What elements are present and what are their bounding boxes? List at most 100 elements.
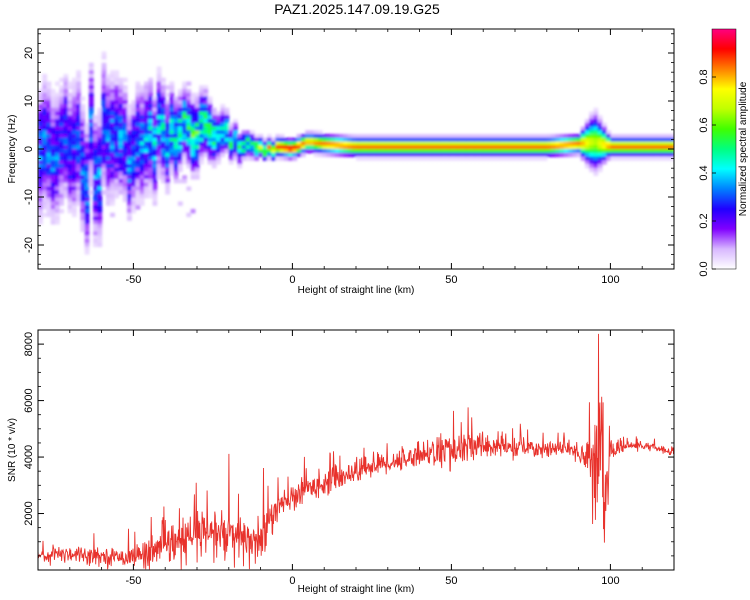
spectrogram-cell <box>71 164 77 169</box>
spectrogram-cell <box>220 152 226 158</box>
spectrogram-cell <box>453 145 459 150</box>
spectrogram-cell <box>233 119 238 124</box>
spectrogram-cell <box>245 130 251 135</box>
spectrogram-cell <box>114 89 120 94</box>
spectrogram-cell <box>118 119 124 124</box>
spectrogram-cell <box>97 122 103 128</box>
spectrogram-cell <box>105 111 111 116</box>
spectrogram-cell <box>330 149 336 154</box>
spectrogram-cell <box>610 145 616 150</box>
spectrogram-cell <box>190 122 196 128</box>
spectrogram-cell <box>101 190 107 195</box>
spectrogram-cell <box>546 152 552 158</box>
spectrogram-cell <box>67 104 73 109</box>
spectrogram-cell <box>46 92 52 98</box>
spectrogram-cell <box>334 134 340 139</box>
spectrogram-cell <box>190 160 196 165</box>
spectrogram-cell <box>576 134 582 139</box>
spectrogram-cell <box>42 156 48 161</box>
spectrogram-cell <box>88 66 94 71</box>
spectrogram-cell <box>334 141 340 146</box>
spectrogram-cell <box>546 137 552 143</box>
spectrogram-cell <box>88 164 94 169</box>
spectrogram-cell <box>517 149 522 154</box>
spectrogram-cell <box>165 100 171 105</box>
spectrogram-cell <box>84 126 90 131</box>
spectrogram-cell <box>177 96 183 101</box>
spectrogram-cell <box>105 175 111 180</box>
spectrogram-cell <box>389 134 395 139</box>
spectrogram-cell <box>601 137 607 143</box>
spectrogram-x-tick-label: -50 <box>125 274 141 286</box>
spectrogram-cell <box>127 130 132 135</box>
spectrogram-cell <box>665 137 671 143</box>
spectrogram-cell <box>110 141 115 146</box>
spectrogram-cell <box>661 137 667 143</box>
spectrogram-cell <box>542 134 548 139</box>
spectrogram-cell <box>283 145 289 150</box>
spectrogram-cell <box>93 115 98 120</box>
spectrogram-cell <box>169 145 175 150</box>
spectrogram-cell <box>144 167 149 173</box>
spectrogram-cell <box>93 145 98 150</box>
chart-title: PAZ1.2025.147.09.19.G25 <box>274 1 440 17</box>
spectrogram-cell <box>152 96 158 101</box>
spectrogram-cell <box>93 175 98 180</box>
spectrogram-cell <box>105 149 111 154</box>
spectrogram-cell <box>152 149 158 154</box>
spectrogram-cell <box>97 227 103 233</box>
spectrogram-cell <box>135 126 141 131</box>
spectrogram-cell <box>428 134 433 139</box>
spectrogram-cell <box>110 186 115 191</box>
spectrogram-cell <box>97 205 103 210</box>
spectrogram-cell <box>84 242 90 248</box>
spectrogram-cell <box>46 201 52 206</box>
spectrogram-cell <box>288 149 293 154</box>
spectrogram-cell <box>635 145 641 150</box>
spectrogram-cell <box>593 107 599 113</box>
spectrogram-cell <box>84 167 90 173</box>
spectrogram-cell <box>97 201 103 206</box>
spectrogram-cell <box>194 111 200 116</box>
spectrogram-cell <box>534 137 539 143</box>
spectrogram-cell <box>228 160 234 165</box>
spectrogram-cell <box>38 141 43 146</box>
spectrogram-cell <box>466 145 472 150</box>
colorbar-tick-label: 0.6 <box>698 117 710 132</box>
spectrogram-cell <box>199 115 204 120</box>
snr-x-axis-label: Height of straight line (km) <box>298 584 415 595</box>
spectrogram-cell <box>88 81 94 86</box>
spectrogram-cell <box>216 115 221 120</box>
spectrogram-cell <box>88 167 94 173</box>
spectrogram-cell <box>190 104 196 109</box>
spectrogram-cell <box>652 134 658 139</box>
spectrogram-cell <box>228 141 234 146</box>
spectrogram-cell <box>177 107 183 113</box>
spectrogram-cell <box>127 107 132 113</box>
spectrogram-cell <box>177 134 183 139</box>
spectrogram-cell <box>97 212 103 218</box>
spectrogram-cell <box>606 134 611 139</box>
spectrogram-cell <box>139 171 145 176</box>
spectrogram-cell <box>207 134 213 139</box>
spectrogram-cell <box>279 152 285 158</box>
spectrogram-cell <box>59 92 65 98</box>
spectrogram-cell <box>377 141 383 146</box>
spectrogram-cell <box>71 149 77 154</box>
spectrogram-cell <box>42 137 48 143</box>
spectrogram-cell <box>71 134 77 139</box>
spectrogram-cell <box>105 115 111 120</box>
spectrogram-cell <box>228 126 234 131</box>
spectrogram-cell <box>635 141 641 146</box>
spectrogram-cell <box>148 107 154 113</box>
spectrogram-cell <box>326 149 332 154</box>
spectrogram-cell <box>610 149 616 154</box>
spectrogram-cell <box>59 175 65 180</box>
spectrogram-cell <box>67 197 73 203</box>
spectrogram-cell <box>152 167 158 173</box>
spectrogram-cell <box>156 122 162 128</box>
spectrogram-cell <box>487 156 493 161</box>
spectrogram-cell <box>131 119 137 124</box>
spectrogram-cell <box>339 152 344 158</box>
spectrogram-cell <box>63 111 69 116</box>
